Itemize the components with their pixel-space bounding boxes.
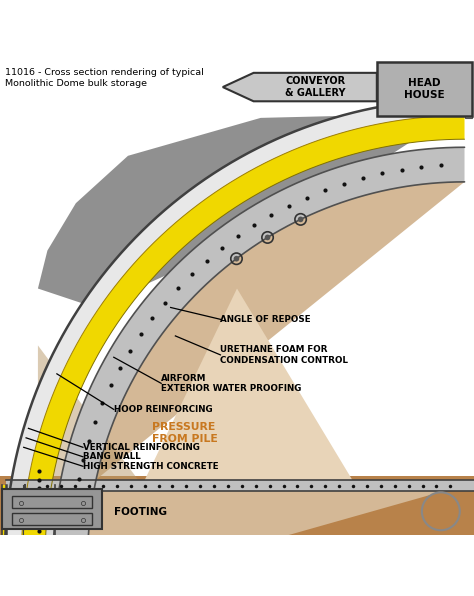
Circle shape <box>298 216 303 222</box>
Text: ANGLE OF REPOSE: ANGLE OF REPOSE <box>220 315 311 324</box>
Text: AIRFORM
EXTERIOR WATER PROOFING: AIRFORM EXTERIOR WATER PROOFING <box>161 374 301 393</box>
Polygon shape <box>223 73 377 101</box>
Polygon shape <box>38 113 455 308</box>
Text: HEAD
HOUSE: HEAD HOUSE <box>404 78 445 100</box>
Circle shape <box>234 256 239 262</box>
Polygon shape <box>2 485 23 575</box>
Circle shape <box>264 235 270 240</box>
Bar <box>12 496 92 508</box>
Polygon shape <box>38 346 142 485</box>
FancyBboxPatch shape <box>2 489 102 529</box>
Polygon shape <box>53 147 465 595</box>
Bar <box>0 476 474 535</box>
Polygon shape <box>142 288 356 485</box>
Text: CONVEYOR
& GALLERY: CONVEYOR & GALLERY <box>285 76 346 98</box>
Text: PRESSURE
FROM PILE: PRESSURE FROM PILE <box>152 423 218 444</box>
Text: HIGH STRENGTH CONCRETE: HIGH STRENGTH CONCRETE <box>83 462 219 471</box>
FancyBboxPatch shape <box>377 63 472 116</box>
Text: BANG WALL: BANG WALL <box>83 452 141 461</box>
Bar <box>12 513 92 524</box>
Polygon shape <box>21 116 465 596</box>
Polygon shape <box>88 182 465 592</box>
Bar <box>0 61 474 485</box>
Polygon shape <box>7 485 55 575</box>
Bar <box>7 480 474 491</box>
Text: HOOP REINFORCING: HOOP REINFORCING <box>114 405 212 414</box>
Text: 11016 - Cross section rendering of typical
Monolithic Dome bulk storage: 11016 - Cross section rendering of typic… <box>5 68 203 88</box>
Text: URETHANE FOAM FOR
CONDENSATION CONTROL: URETHANE FOAM FOR CONDENSATION CONTROL <box>220 345 348 365</box>
Text: FOOTING: FOOTING <box>114 507 167 517</box>
Polygon shape <box>5 99 465 596</box>
Polygon shape <box>465 103 472 118</box>
Polygon shape <box>23 485 55 575</box>
Text: VERTICAL REINFORCING: VERTICAL REINFORCING <box>83 443 200 452</box>
